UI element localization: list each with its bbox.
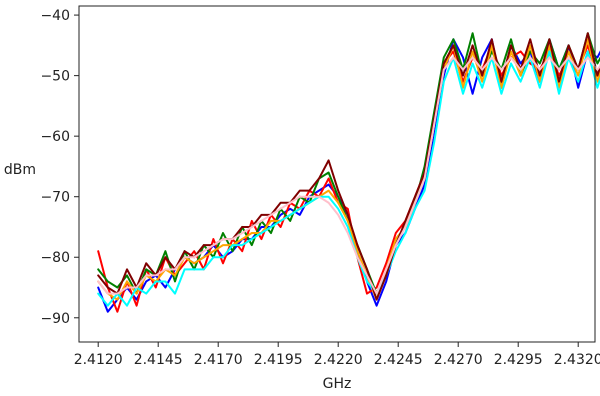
plot-frame (78, 5, 596, 343)
x-tick-label: 2.4245 (374, 352, 423, 368)
x-tick-label: 2.4120 (74, 352, 123, 368)
series-line-5 (97, 50, 600, 307)
y-tick-label: −60 (40, 129, 70, 145)
x-tick-label: 2.4195 (254, 352, 303, 368)
y-tick-label: −90 (40, 311, 70, 327)
x-axis-ticks: 2.4120 2.4145 2.4170 2.4195 2.4220 2.4245 2.42… (74, 342, 600, 368)
series-line-3 (97, 32, 600, 295)
x-tick-label: 2.4270 (434, 352, 483, 368)
series-line-7 (97, 56, 600, 295)
x-tick-label: 2.4170 (194, 352, 243, 368)
y-tick-label: −40 (40, 8, 70, 24)
y-axis-ticks: −90 −80 −70 −60 −50 −40 (40, 8, 79, 327)
y-axis-label: dBm (4, 162, 36, 178)
series-layer (97, 32, 600, 313)
y-tick-label: −80 (40, 250, 70, 266)
y-tick-label: −70 (40, 190, 70, 206)
x-axis-label: GHz (323, 376, 352, 392)
series-line-6 (97, 32, 600, 301)
x-tick-label: 2.4220 (314, 352, 363, 368)
y-tick-label: −50 (40, 69, 70, 85)
x-tick-label: 2.4295 (494, 352, 543, 368)
series-line-2 (97, 44, 600, 313)
x-tick-label: 2.4320 (554, 352, 600, 368)
x-tick-label: 2.4145 (134, 352, 183, 368)
axes (78, 5, 596, 343)
series-line-4 (97, 38, 600, 301)
